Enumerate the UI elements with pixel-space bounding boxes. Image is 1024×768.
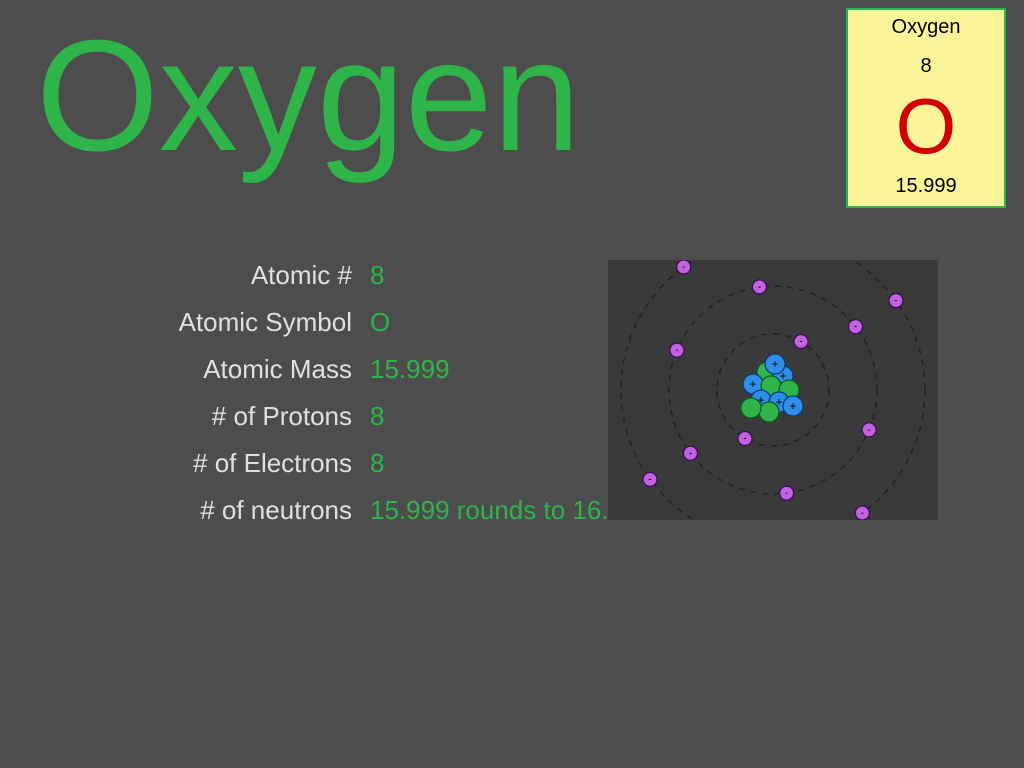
svg-text:-: - bbox=[867, 425, 870, 436]
proton: + bbox=[765, 354, 785, 374]
property-label: # of Electrons bbox=[60, 448, 370, 479]
svg-text:-: - bbox=[743, 433, 746, 444]
electron: - bbox=[683, 446, 697, 460]
page-title: Oxygen bbox=[36, 6, 581, 187]
svg-text:-: - bbox=[894, 296, 897, 307]
electron: - bbox=[752, 280, 766, 294]
electron: - bbox=[643, 472, 657, 486]
electron: - bbox=[862, 423, 876, 437]
property-value: 8 bbox=[370, 401, 384, 432]
property-value: 15.999 bbox=[370, 354, 450, 385]
property-value: O bbox=[370, 307, 390, 338]
electron: - bbox=[677, 260, 691, 274]
element-card-atomic-number: 8 bbox=[920, 55, 931, 78]
property-label: # of neutrons bbox=[60, 495, 370, 526]
element-card-name: Oxygen bbox=[892, 16, 961, 39]
svg-text:-: - bbox=[682, 262, 685, 273]
electron: - bbox=[794, 335, 808, 349]
property-value: 8 bbox=[370, 260, 384, 291]
svg-text:-: - bbox=[861, 508, 864, 519]
svg-text:-: - bbox=[675, 345, 678, 356]
element-card-symbol: O bbox=[896, 95, 957, 159]
proton: + bbox=[783, 396, 803, 416]
electron: - bbox=[849, 320, 863, 334]
element-card-atomic-mass: 15.999 bbox=[895, 175, 956, 198]
property-value: 8 bbox=[370, 448, 384, 479]
svg-text:+: + bbox=[771, 357, 778, 371]
svg-text:-: - bbox=[799, 337, 802, 348]
electron: - bbox=[670, 343, 684, 357]
svg-text:-: - bbox=[758, 282, 761, 293]
property-label: Atomic # bbox=[60, 260, 370, 291]
electron: - bbox=[889, 294, 903, 308]
neutron bbox=[759, 402, 779, 422]
svg-text:+: + bbox=[789, 399, 796, 413]
neutron bbox=[741, 398, 761, 418]
property-label: Atomic Mass bbox=[60, 354, 370, 385]
electron: - bbox=[855, 506, 869, 520]
element-card: Oxygen 8 O 15.999 bbox=[846, 8, 1006, 208]
property-label: # of Protons bbox=[60, 401, 370, 432]
property-label: Atomic Symbol bbox=[60, 307, 370, 338]
svg-text:-: - bbox=[648, 474, 651, 485]
svg-text:-: - bbox=[854, 322, 857, 333]
svg-text:-: - bbox=[785, 488, 788, 499]
atom-diagram: ------------++++++ bbox=[608, 260, 938, 520]
electron: - bbox=[738, 431, 752, 445]
atom-svg: ------------++++++ bbox=[608, 260, 938, 520]
svg-text:+: + bbox=[749, 377, 756, 391]
svg-text:-: - bbox=[689, 448, 692, 459]
electron: - bbox=[780, 486, 794, 500]
